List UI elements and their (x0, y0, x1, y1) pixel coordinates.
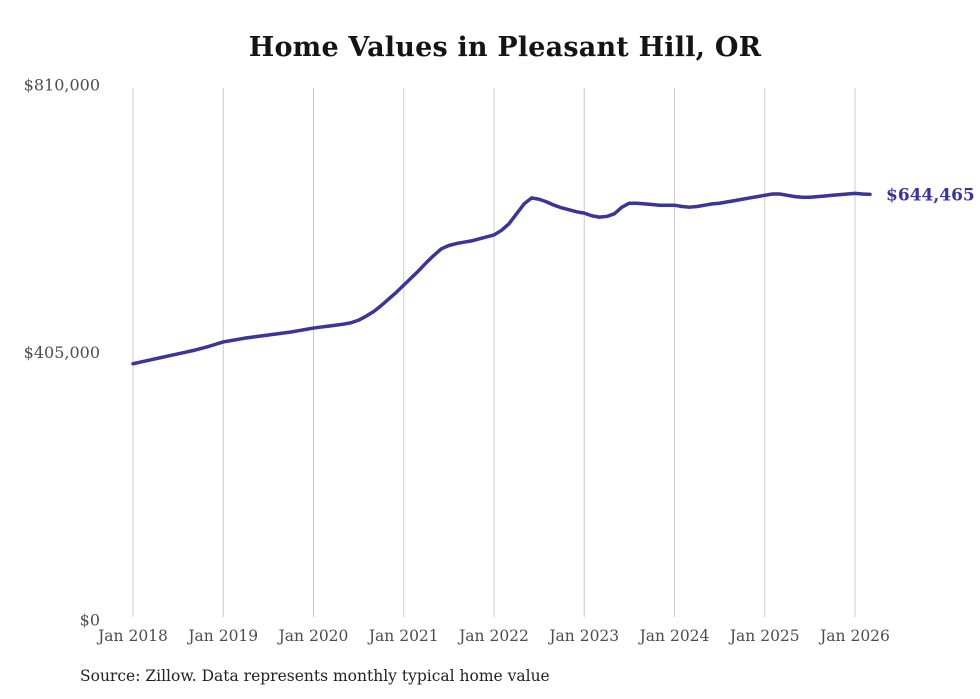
latest-value-annotation: $644,465 (886, 185, 975, 205)
x-tick-label: Jan 2019 (186, 627, 258, 645)
chart-title: Home Values in Pleasant Hill, OR (248, 32, 762, 63)
x-tick-label: Jan 2026 (818, 627, 890, 645)
y-tick-label: $0 (80, 611, 100, 630)
x-tick-label: Jan 2021 (367, 627, 439, 645)
x-tick-label: Jan 2022 (457, 627, 529, 645)
y-tick-label: $810,000 (24, 76, 100, 95)
source-note: Source: Zillow. Data represents monthly … (80, 667, 550, 685)
home-value-line-series (131, 191, 872, 366)
x-tick-label: Jan 2020 (277, 627, 349, 645)
x-tick-label: Jan 2025 (728, 627, 800, 645)
x-tick-label: Jan 2024 (638, 627, 710, 645)
x-tick-label: Jan 2018 (96, 627, 168, 645)
x-tick-label: Jan 2023 (547, 627, 619, 645)
y-tick-label: $405,000 (24, 343, 100, 362)
